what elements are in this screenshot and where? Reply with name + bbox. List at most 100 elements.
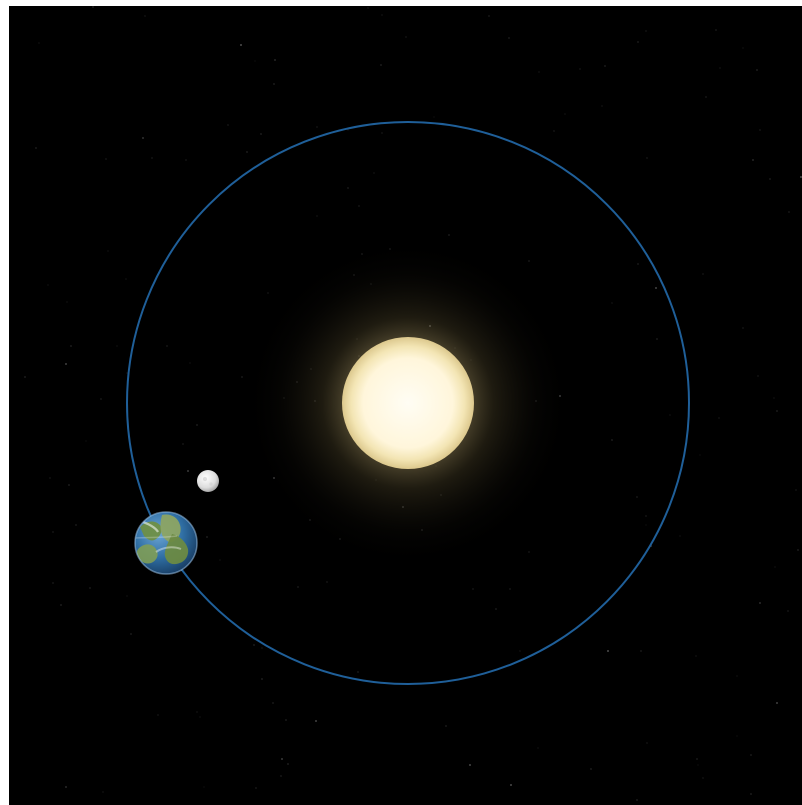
star (280, 775, 282, 777)
star (65, 363, 67, 365)
star (750, 754, 752, 756)
star (469, 764, 471, 766)
star (646, 742, 648, 744)
star (272, 702, 274, 704)
star (52, 582, 54, 584)
star (347, 187, 349, 189)
star (273, 83, 275, 85)
star (130, 633, 132, 635)
star (381, 132, 383, 134)
star (246, 151, 248, 153)
star (285, 719, 287, 721)
star (636, 799, 638, 801)
star (66, 301, 68, 303)
star (604, 65, 606, 67)
star (405, 36, 407, 38)
space-scene (9, 6, 802, 805)
star (49, 477, 51, 479)
star (316, 126, 318, 128)
earth-icon[interactable] (134, 511, 198, 575)
star (126, 595, 128, 597)
star (367, 7, 369, 9)
star (528, 551, 530, 553)
star (636, 496, 638, 498)
star (151, 157, 153, 159)
star (774, 566, 776, 568)
star (752, 159, 754, 161)
moon-icon[interactable] (197, 470, 219, 492)
star (445, 725, 447, 727)
star (253, 644, 255, 646)
star (60, 604, 62, 606)
star (199, 716, 201, 718)
star (679, 535, 681, 537)
star (640, 650, 642, 652)
star (144, 15, 146, 17)
star (107, 250, 109, 252)
star (776, 410, 778, 412)
star (185, 159, 187, 161)
star (281, 758, 283, 760)
star (695, 655, 697, 657)
star (553, 130, 555, 132)
star (316, 215, 318, 217)
star (742, 47, 744, 49)
star (696, 758, 698, 760)
star (769, 178, 771, 180)
star (645, 30, 647, 32)
star (182, 443, 184, 445)
star (699, 454, 701, 456)
star (538, 71, 540, 73)
star (787, 610, 789, 612)
star (381, 14, 383, 16)
star (637, 41, 639, 43)
star (358, 205, 360, 207)
star (742, 327, 744, 329)
star (187, 470, 189, 472)
star (611, 439, 613, 441)
star (510, 784, 512, 786)
star (757, 375, 759, 377)
star (380, 64, 382, 66)
sun-core (342, 337, 474, 469)
star (219, 559, 221, 561)
star (759, 129, 761, 131)
star (52, 531, 54, 533)
star (788, 211, 790, 213)
star (189, 362, 191, 364)
star (637, 263, 639, 265)
star (697, 764, 699, 766)
star (105, 158, 107, 160)
star (607, 650, 609, 652)
star (736, 675, 738, 677)
star (718, 417, 720, 419)
star (196, 424, 198, 426)
star (196, 711, 198, 713)
star (645, 515, 647, 517)
star (102, 791, 104, 793)
star (92, 6, 94, 8)
sun-icon[interactable] (243, 238, 573, 568)
star (254, 60, 256, 62)
star (773, 397, 775, 399)
star (373, 172, 375, 174)
star (206, 536, 208, 538)
earth-orbit-ring (126, 121, 690, 685)
star (274, 59, 276, 61)
star (116, 345, 118, 347)
star (315, 720, 317, 722)
space-viewport[interactable] (9, 6, 802, 805)
star (702, 777, 704, 779)
simulation-canvas-frame (9, 6, 802, 805)
star (611, 302, 613, 304)
star (297, 586, 299, 588)
star (126, 372, 128, 374)
star (326, 581, 328, 583)
star (750, 793, 752, 795)
star (715, 29, 717, 31)
star (68, 484, 70, 486)
star (579, 68, 581, 70)
star (267, 292, 269, 294)
star (85, 440, 87, 442)
star (800, 176, 802, 178)
